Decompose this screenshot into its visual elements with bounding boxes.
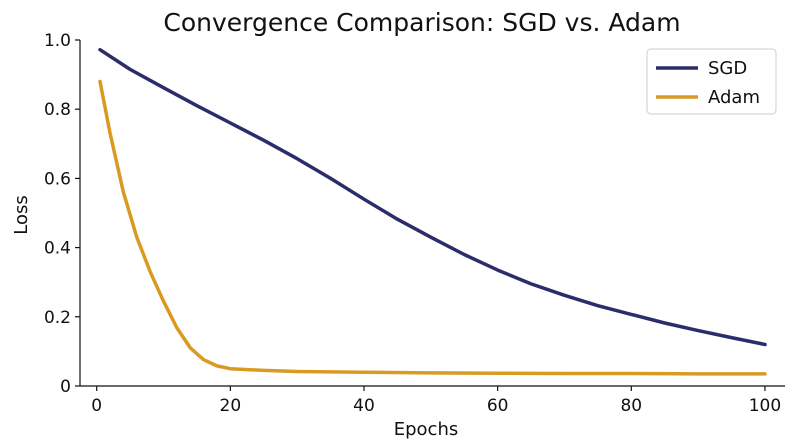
x-tick-label: 60 (487, 396, 509, 416)
y-tick-label: 0 (60, 377, 71, 397)
x-tick-label: 20 (220, 396, 242, 416)
x-tick-label: 0 (91, 396, 102, 416)
y-tick-label: 1.0 (44, 31, 71, 51)
plot-area: 0 20 40 60 80 100 0 0.2 0.4 0.6 0.8 1.0 (44, 31, 785, 416)
y-tick-label: 0.8 (44, 100, 71, 120)
legend-label-sgd: SGD (708, 58, 747, 79)
series-lines (98, 47, 767, 376)
x-tick-label: 80 (620, 396, 642, 416)
legend: SGD Adam (646, 48, 777, 115)
y-ticks: 0 0.2 0.4 0.6 0.8 1.0 (44, 31, 80, 397)
y-tick-label: 0.6 (44, 169, 71, 189)
series-line-adam (98, 79, 767, 376)
series-line-sgd (98, 47, 767, 347)
x-axis-label: Epochs (394, 419, 459, 440)
legend-label-adam: Adam (708, 87, 760, 108)
y-axis-label: Loss (11, 195, 32, 234)
x-tick-label: 40 (353, 396, 375, 416)
y-tick-label: 0.4 (44, 239, 71, 259)
x-ticks: 0 20 40 60 80 100 (91, 386, 781, 416)
x-tick-label: 100 (749, 396, 781, 416)
y-tick-label: 0.2 (44, 308, 71, 328)
chart-title: Convergence Comparison: SGD vs. Adam (163, 8, 680, 37)
